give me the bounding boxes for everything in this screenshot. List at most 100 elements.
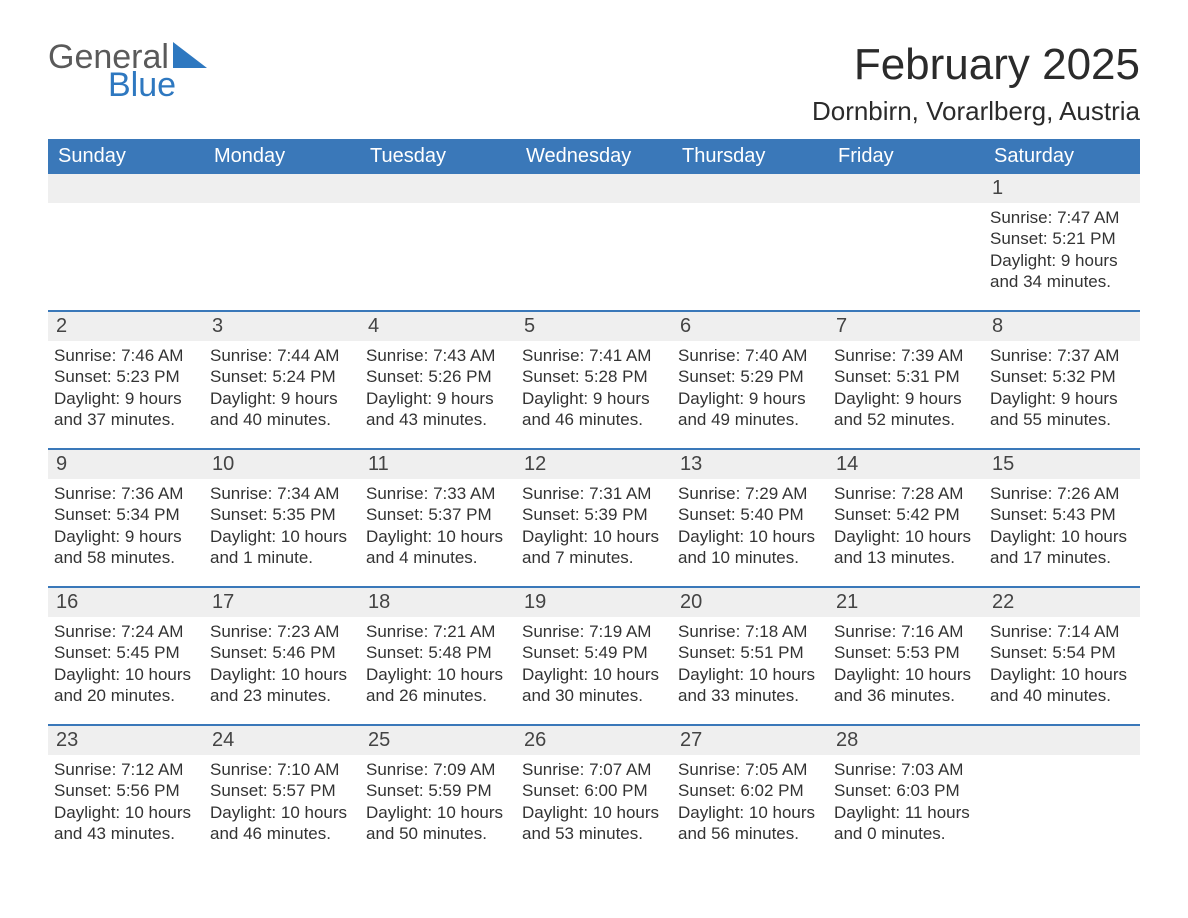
sunset-text: Sunset: 5:39 PM xyxy=(522,504,666,525)
day-info-cell: Sunrise: 7:03 AMSunset: 6:03 PMDaylight:… xyxy=(828,755,984,862)
day-number-cell xyxy=(204,174,360,203)
sunrise-text: Sunrise: 7:14 AM xyxy=(990,621,1134,642)
day-info-cell: Sunrise: 7:47 AMSunset: 5:21 PMDaylight:… xyxy=(984,203,1140,311)
header: General Blue February 2025 Dornbirn, Vor… xyxy=(48,40,1140,127)
day-number-cell xyxy=(48,174,204,203)
calendar-table: Sunday Monday Tuesday Wednesday Thursday… xyxy=(48,139,1140,862)
daylight-text: Daylight: 10 hours and 17 minutes. xyxy=(990,526,1134,569)
sunrise-text: Sunrise: 7:07 AM xyxy=(522,759,666,780)
daynum-row: 16171819202122 xyxy=(48,587,1140,617)
sunset-text: Sunset: 5:59 PM xyxy=(366,780,510,801)
daylight-text: Daylight: 10 hours and 56 minutes. xyxy=(678,802,822,845)
sunrise-text: Sunrise: 7:09 AM xyxy=(366,759,510,780)
sunrise-text: Sunrise: 7:26 AM xyxy=(990,483,1134,504)
day-info-row: Sunrise: 7:24 AMSunset: 5:45 PMDaylight:… xyxy=(48,617,1140,725)
day-number-cell xyxy=(516,174,672,203)
sunrise-text: Sunrise: 7:03 AM xyxy=(834,759,978,780)
day-info-cell: Sunrise: 7:44 AMSunset: 5:24 PMDaylight:… xyxy=(204,341,360,449)
daynum-row: 1 xyxy=(48,174,1140,203)
daylight-text: Daylight: 10 hours and 26 minutes. xyxy=(366,664,510,707)
sunrise-text: Sunrise: 7:12 AM xyxy=(54,759,198,780)
daylight-text: Daylight: 10 hours and 40 minutes. xyxy=(990,664,1134,707)
weekday-header: Friday xyxy=(828,139,984,174)
sunset-text: Sunset: 6:00 PM xyxy=(522,780,666,801)
sunrise-text: Sunrise: 7:44 AM xyxy=(210,345,354,366)
sunrise-text: Sunrise: 7:05 AM xyxy=(678,759,822,780)
day-number-cell: 20 xyxy=(672,587,828,617)
sunset-text: Sunset: 5:21 PM xyxy=(990,228,1134,249)
day-info-cell: Sunrise: 7:21 AMSunset: 5:48 PMDaylight:… xyxy=(360,617,516,725)
logo-word-2: Blue xyxy=(108,68,207,102)
day-info-cell: Sunrise: 7:36 AMSunset: 5:34 PMDaylight:… xyxy=(48,479,204,587)
day-number-cell: 28 xyxy=(828,725,984,755)
day-info-cell: Sunrise: 7:34 AMSunset: 5:35 PMDaylight:… xyxy=(204,479,360,587)
day-number-cell: 22 xyxy=(984,587,1140,617)
sunset-text: Sunset: 5:29 PM xyxy=(678,366,822,387)
sunset-text: Sunset: 5:24 PM xyxy=(210,366,354,387)
daylight-text: Daylight: 10 hours and 20 minutes. xyxy=(54,664,198,707)
sunrise-text: Sunrise: 7:10 AM xyxy=(210,759,354,780)
weekday-header: Tuesday xyxy=(360,139,516,174)
day-number-cell: 23 xyxy=(48,725,204,755)
daylight-text: Daylight: 9 hours and 58 minutes. xyxy=(54,526,198,569)
daylight-text: Daylight: 11 hours and 0 minutes. xyxy=(834,802,978,845)
sunset-text: Sunset: 5:56 PM xyxy=(54,780,198,801)
daylight-text: Daylight: 9 hours and 40 minutes. xyxy=(210,388,354,431)
day-number-cell xyxy=(672,174,828,203)
day-info-cell xyxy=(828,203,984,311)
day-number-cell xyxy=(360,174,516,203)
day-info-cell: Sunrise: 7:46 AMSunset: 5:23 PMDaylight:… xyxy=(48,341,204,449)
sunset-text: Sunset: 5:42 PM xyxy=(834,504,978,525)
day-number-cell: 2 xyxy=(48,311,204,341)
day-number-cell: 13 xyxy=(672,449,828,479)
sunrise-text: Sunrise: 7:40 AM xyxy=(678,345,822,366)
day-info-cell: Sunrise: 7:37 AMSunset: 5:32 PMDaylight:… xyxy=(984,341,1140,449)
day-number-cell: 14 xyxy=(828,449,984,479)
daylight-text: Daylight: 10 hours and 7 minutes. xyxy=(522,526,666,569)
sunset-text: Sunset: 5:26 PM xyxy=(366,366,510,387)
day-info-cell: Sunrise: 7:18 AMSunset: 5:51 PMDaylight:… xyxy=(672,617,828,725)
sunset-text: Sunset: 6:02 PM xyxy=(678,780,822,801)
sunset-text: Sunset: 5:23 PM xyxy=(54,366,198,387)
day-info-cell: Sunrise: 7:24 AMSunset: 5:45 PMDaylight:… xyxy=(48,617,204,725)
daylight-text: Daylight: 10 hours and 43 minutes. xyxy=(54,802,198,845)
day-number-cell: 1 xyxy=(984,174,1140,203)
day-number-cell: 12 xyxy=(516,449,672,479)
sunrise-text: Sunrise: 7:41 AM xyxy=(522,345,666,366)
daynum-row: 2345678 xyxy=(48,311,1140,341)
weekday-header: Saturday xyxy=(984,139,1140,174)
daylight-text: Daylight: 10 hours and 46 minutes. xyxy=(210,802,354,845)
day-number-cell xyxy=(984,725,1140,755)
day-number-cell: 10 xyxy=(204,449,360,479)
day-info-cell: Sunrise: 7:05 AMSunset: 6:02 PMDaylight:… xyxy=(672,755,828,862)
sunset-text: Sunset: 5:48 PM xyxy=(366,642,510,663)
sunrise-text: Sunrise: 7:19 AM xyxy=(522,621,666,642)
title-block: February 2025 Dornbirn, Vorarlberg, Aust… xyxy=(812,40,1140,127)
day-info-row: Sunrise: 7:12 AMSunset: 5:56 PMDaylight:… xyxy=(48,755,1140,862)
sunrise-text: Sunrise: 7:34 AM xyxy=(210,483,354,504)
weekday-header: Sunday xyxy=(48,139,204,174)
daynum-row: 9101112131415 xyxy=(48,449,1140,479)
day-info-cell: Sunrise: 7:40 AMSunset: 5:29 PMDaylight:… xyxy=(672,341,828,449)
day-info-cell xyxy=(672,203,828,311)
daylight-text: Daylight: 10 hours and 50 minutes. xyxy=(366,802,510,845)
sunrise-text: Sunrise: 7:33 AM xyxy=(366,483,510,504)
day-info-cell: Sunrise: 7:14 AMSunset: 5:54 PMDaylight:… xyxy=(984,617,1140,725)
day-info-cell: Sunrise: 7:12 AMSunset: 5:56 PMDaylight:… xyxy=(48,755,204,862)
day-info-cell: Sunrise: 7:39 AMSunset: 5:31 PMDaylight:… xyxy=(828,341,984,449)
day-number-cell: 8 xyxy=(984,311,1140,341)
sunset-text: Sunset: 5:53 PM xyxy=(834,642,978,663)
daylight-text: Daylight: 10 hours and 13 minutes. xyxy=(834,526,978,569)
daylight-text: Daylight: 10 hours and 33 minutes. xyxy=(678,664,822,707)
day-info-row: Sunrise: 7:36 AMSunset: 5:34 PMDaylight:… xyxy=(48,479,1140,587)
sunrise-text: Sunrise: 7:46 AM xyxy=(54,345,198,366)
month-title: February 2025 xyxy=(812,40,1140,90)
day-number-cell: 21 xyxy=(828,587,984,617)
weekday-header-row: Sunday Monday Tuesday Wednesday Thursday… xyxy=(48,139,1140,174)
day-number-cell: 5 xyxy=(516,311,672,341)
sunrise-text: Sunrise: 7:39 AM xyxy=(834,345,978,366)
day-info-cell: Sunrise: 7:43 AMSunset: 5:26 PMDaylight:… xyxy=(360,341,516,449)
sunrise-text: Sunrise: 7:36 AM xyxy=(54,483,198,504)
day-number-cell: 4 xyxy=(360,311,516,341)
day-info-cell: Sunrise: 7:28 AMSunset: 5:42 PMDaylight:… xyxy=(828,479,984,587)
